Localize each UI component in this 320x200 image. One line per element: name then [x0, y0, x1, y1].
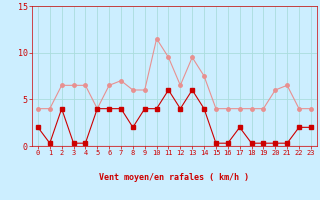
X-axis label: Vent moyen/en rafales ( km/h ): Vent moyen/en rafales ( km/h )	[100, 173, 249, 182]
